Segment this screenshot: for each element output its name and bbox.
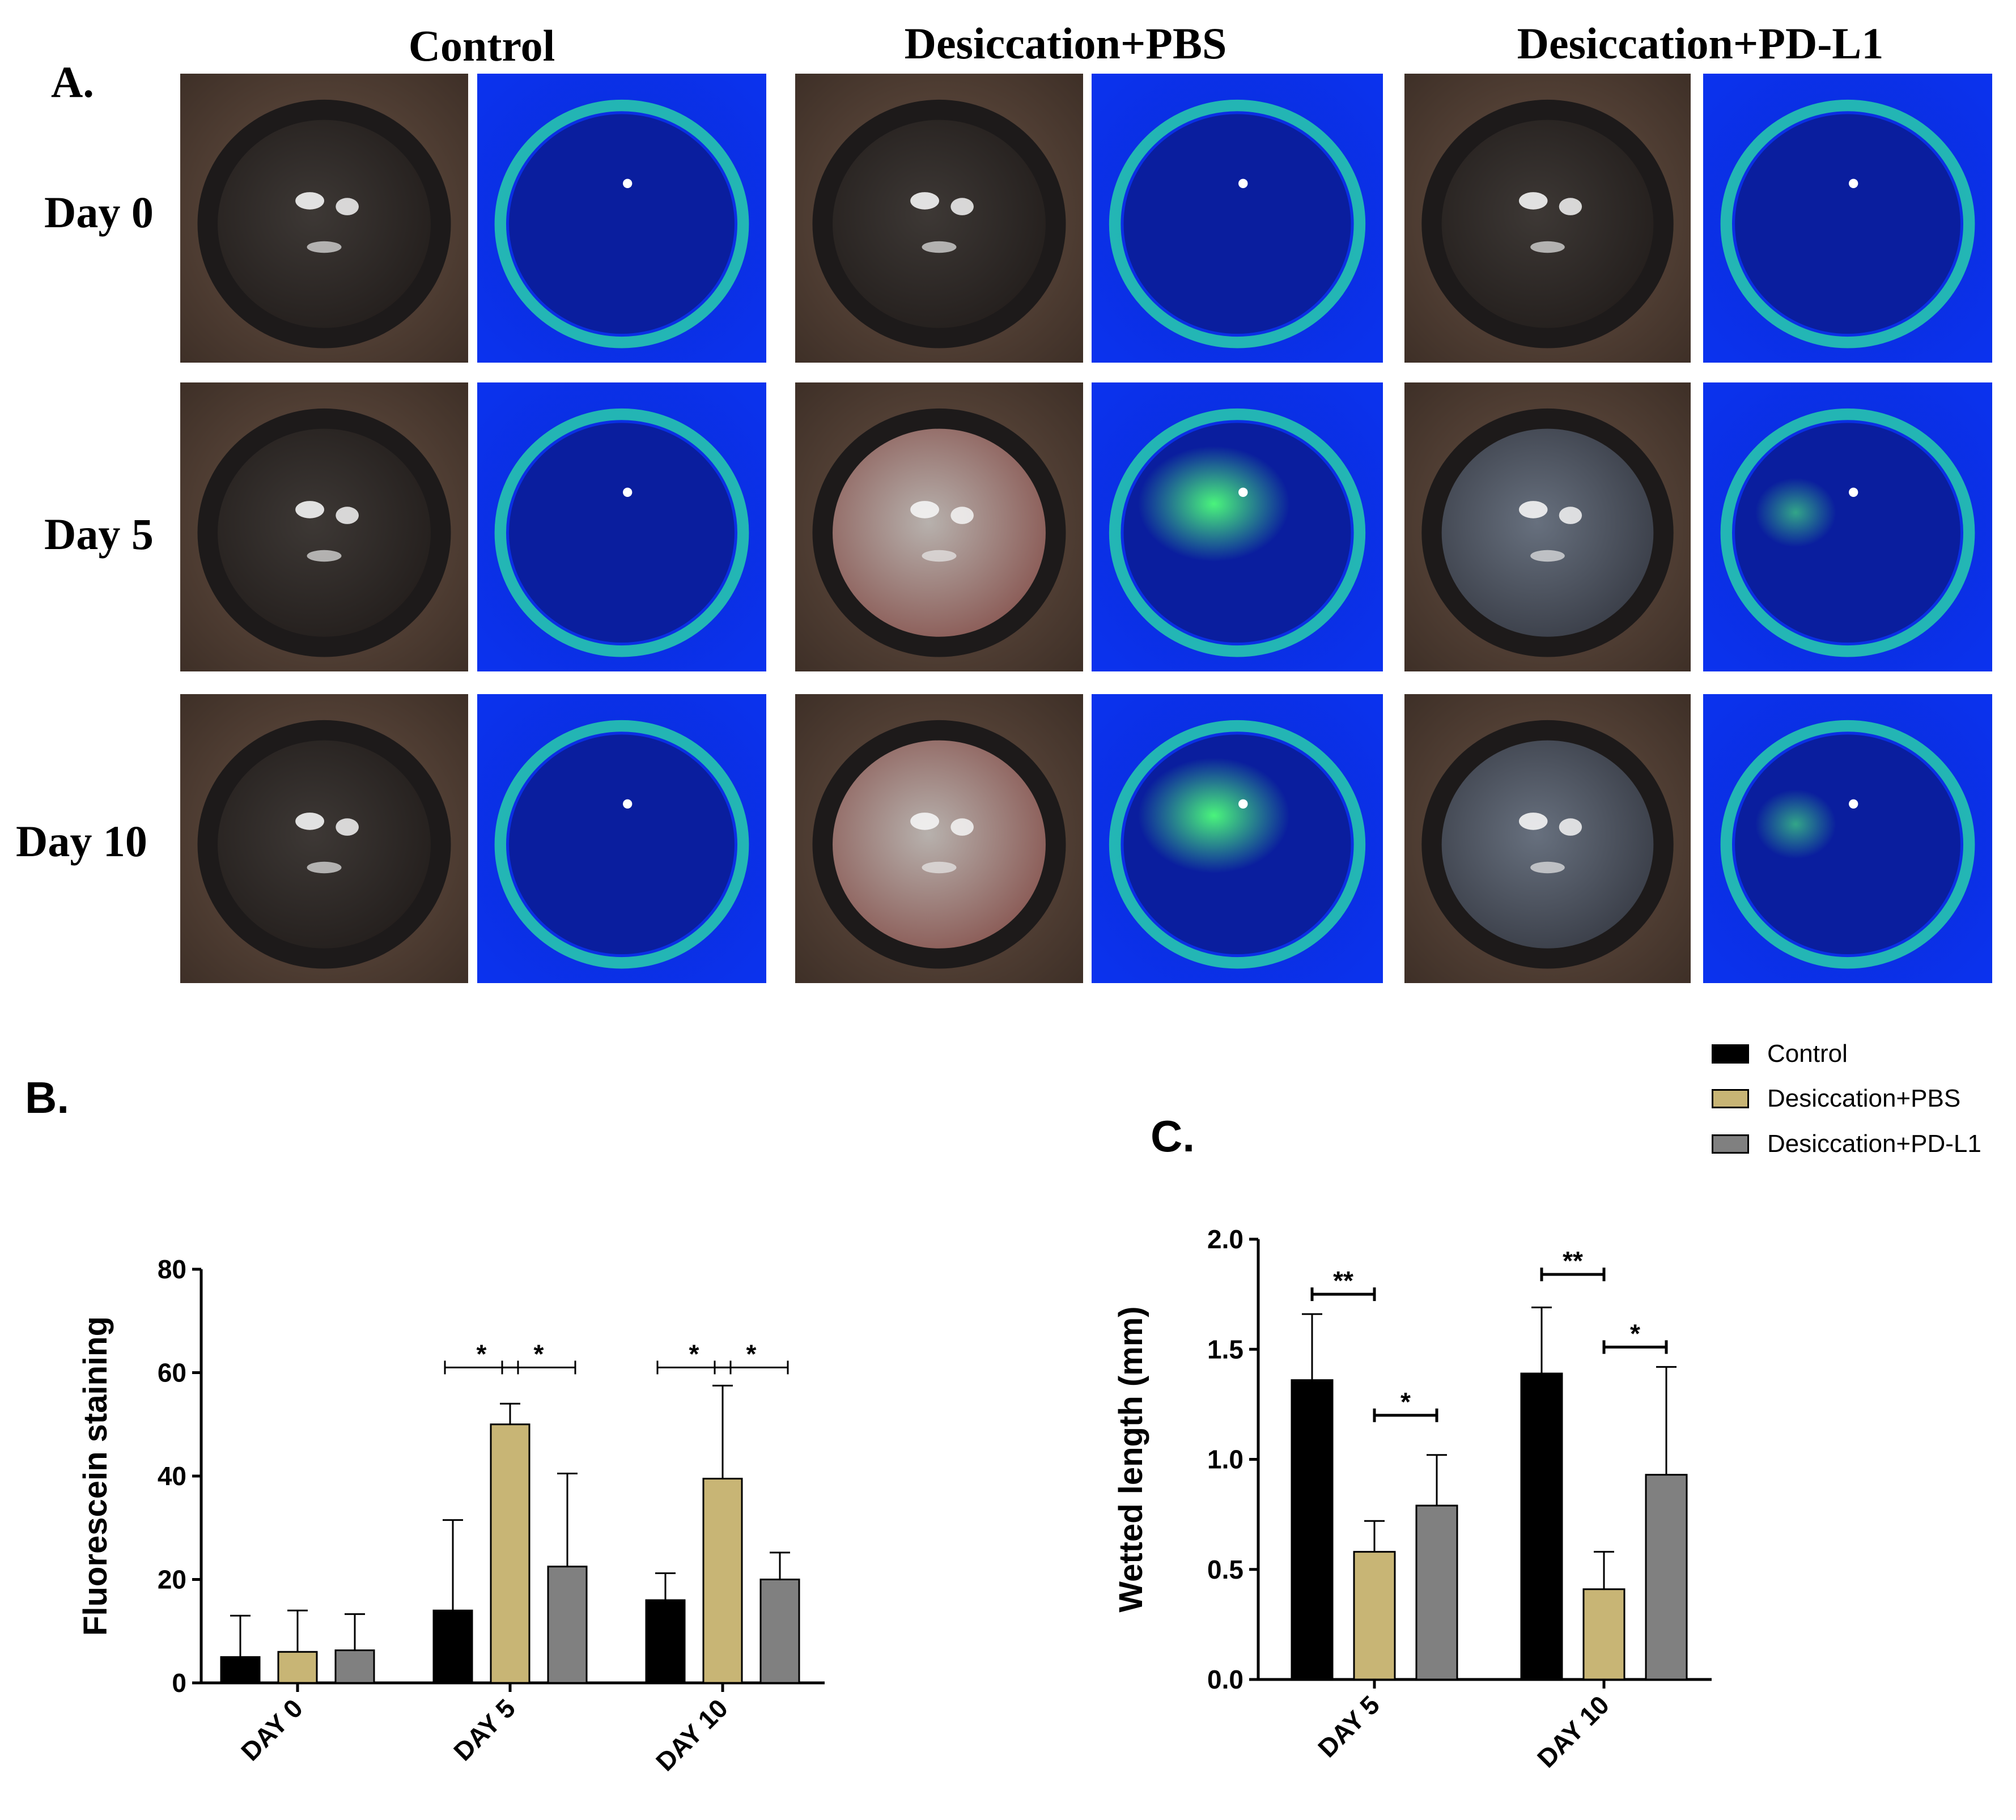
bar-desiccation-pd-l1-day-0: [334, 1649, 375, 1684]
eye-photo-desiccation-pbs-day-10-brightfield: [795, 694, 1083, 983]
eye-photo-control-day-5-brightfield: [180, 382, 468, 671]
x-tick-label-day-10: DAY 10: [1531, 1690, 1615, 1773]
legend-item-desiccation-pdl1: Desiccation+PD-L1: [1712, 1130, 1981, 1158]
bar-desiccation-pbs-day-5: [1353, 1551, 1396, 1681]
bar-desiccation-pbs-day-10: [702, 1478, 743, 1684]
eye-photo-desiccation-pbs-day-0-fluorescein: [1092, 74, 1383, 363]
fluorescein-staining-chart: 0 20 40 60 80 Fluorescein staining DAY 0 DAY 5 D…: [77, 1255, 825, 1776]
bar-control-day-5: [1291, 1379, 1334, 1681]
eye-photo-control-day-0-brightfield: [180, 74, 468, 363]
legend-swatch-control: [1712, 1044, 1749, 1064]
legend-label-desiccation-pbs: Desiccation+PBS: [1767, 1085, 1961, 1112]
y-tick-label-60: 60: [158, 1358, 186, 1388]
y-axis-label: Wetted length (mm): [1113, 1306, 1149, 1612]
legend-label-control: Control: [1767, 1040, 1848, 1068]
bar-desiccation-pd-l1-day-5: [1415, 1504, 1458, 1681]
panel-b-label: B.: [25, 1073, 69, 1122]
x-tick-label-day-5: DAY 5: [448, 1693, 521, 1766]
eye-photo-desiccation-pd-l1-day-0-fluorescein: [1703, 74, 1992, 363]
y-tick-label-1-0: 1.0: [1207, 1445, 1243, 1474]
y-tick-label-0-5: 0.5: [1207, 1555, 1243, 1584]
row-label-day-10: Day 10: [16, 817, 147, 866]
eye-photo-desiccation-pbs-day-5-brightfield: [795, 382, 1083, 671]
legend-swatch-desiccation-pbs: [1712, 1089, 1749, 1108]
panel-a-label: A.: [51, 57, 94, 107]
row-label-day-5: Day 5: [44, 509, 154, 559]
eye-photo-desiccation-pbs-day-10-fluorescein: [1092, 694, 1383, 983]
bar-desiccation-pbs-day-5: [490, 1423, 530, 1684]
eye-photo-control-day-0-fluorescein: [477, 74, 766, 363]
bar-desiccation-pbs-day-10: [1582, 1588, 1625, 1681]
y-axis-label: Fluorescein staining: [77, 1316, 114, 1636]
legend-label-desiccation-pdl1: Desiccation+PD-L1: [1767, 1130, 1981, 1158]
legend-item-desiccation-pbs: Desiccation+PBS: [1712, 1085, 1960, 1113]
significance-label-3: *: [1630, 1319, 1640, 1348]
significance-label-2: **: [1563, 1246, 1583, 1275]
significance-label-1: *: [1400, 1387, 1411, 1417]
eye-photo-control-day-10-brightfield: [180, 694, 468, 983]
x-tick-label-day-10: DAY 10: [650, 1693, 733, 1776]
significance-label-3: *: [746, 1339, 757, 1368]
bar-desiccation-pd-l1-day-5: [547, 1566, 588, 1684]
bar-control-day-0: [220, 1656, 261, 1684]
y-tick-label-2-0: 2.0: [1207, 1224, 1243, 1254]
y-tick-label-1-5: 1.5: [1207, 1334, 1243, 1364]
y-tick-label-20: 20: [158, 1565, 186, 1594]
eye-photo-desiccation-pd-l1-day-5-fluorescein: [1703, 382, 1992, 671]
eye-photo-desiccation-pd-l1-day-0-brightfield: [1404, 74, 1691, 363]
x-tick-label-day-0: DAY 0: [235, 1693, 308, 1766]
y-tick-label-0-0: 0.0: [1207, 1665, 1243, 1694]
legend-item-control: Control: [1712, 1040, 1848, 1068]
column-title-control: Control: [408, 21, 555, 70]
row-label-day-0: Day 0: [44, 188, 154, 237]
eye-photo-desiccation-pd-l1-day-5-brightfield: [1404, 382, 1691, 671]
column-title-desiccation-pdl1: Desiccation+PD-L1: [1517, 19, 1884, 68]
bar-control-day-10: [645, 1599, 686, 1684]
bar-desiccation-pd-l1-day-10: [1645, 1474, 1688, 1681]
eye-photo-control-day-10-fluorescein: [477, 694, 766, 983]
bar-control-day-10: [1520, 1372, 1563, 1681]
legend-swatch-desiccation-pdl1: [1712, 1134, 1749, 1154]
bar-desiccation-pd-l1-day-10: [759, 1579, 800, 1684]
eye-photo-control-day-5-fluorescein: [477, 382, 766, 671]
significance-label-0: **: [1333, 1266, 1353, 1295]
bar-desiccation-pbs-day-0: [277, 1651, 318, 1684]
eye-photo-desiccation-pd-l1-day-10-fluorescein: [1703, 694, 1992, 983]
wetted-length-chart: 0.0 0.5 1.0 1.5 2.0 Wetted length (mm) DAY 5 DA…: [1113, 1224, 1712, 1773]
x-tick-label-day-5: DAY 5: [1312, 1690, 1385, 1763]
bar-control-day-5: [432, 1609, 473, 1684]
column-title-desiccation-pbs: Desiccation+PBS: [904, 19, 1227, 68]
significance-label-2: *: [689, 1339, 699, 1368]
y-tick-label-80: 80: [158, 1255, 186, 1284]
eye-photo-desiccation-pbs-day-5-fluorescein: [1092, 382, 1383, 671]
eye-photo-desiccation-pd-l1-day-10-brightfield: [1404, 694, 1691, 983]
significance-label-1: *: [534, 1339, 544, 1368]
panel-c-label: C.: [1151, 1111, 1195, 1161]
y-tick-label-40: 40: [158, 1461, 186, 1491]
y-tick-label-0: 0: [172, 1668, 186, 1698]
significance-label-0: *: [477, 1339, 487, 1368]
eye-photo-desiccation-pbs-day-0-brightfield: [795, 74, 1083, 363]
